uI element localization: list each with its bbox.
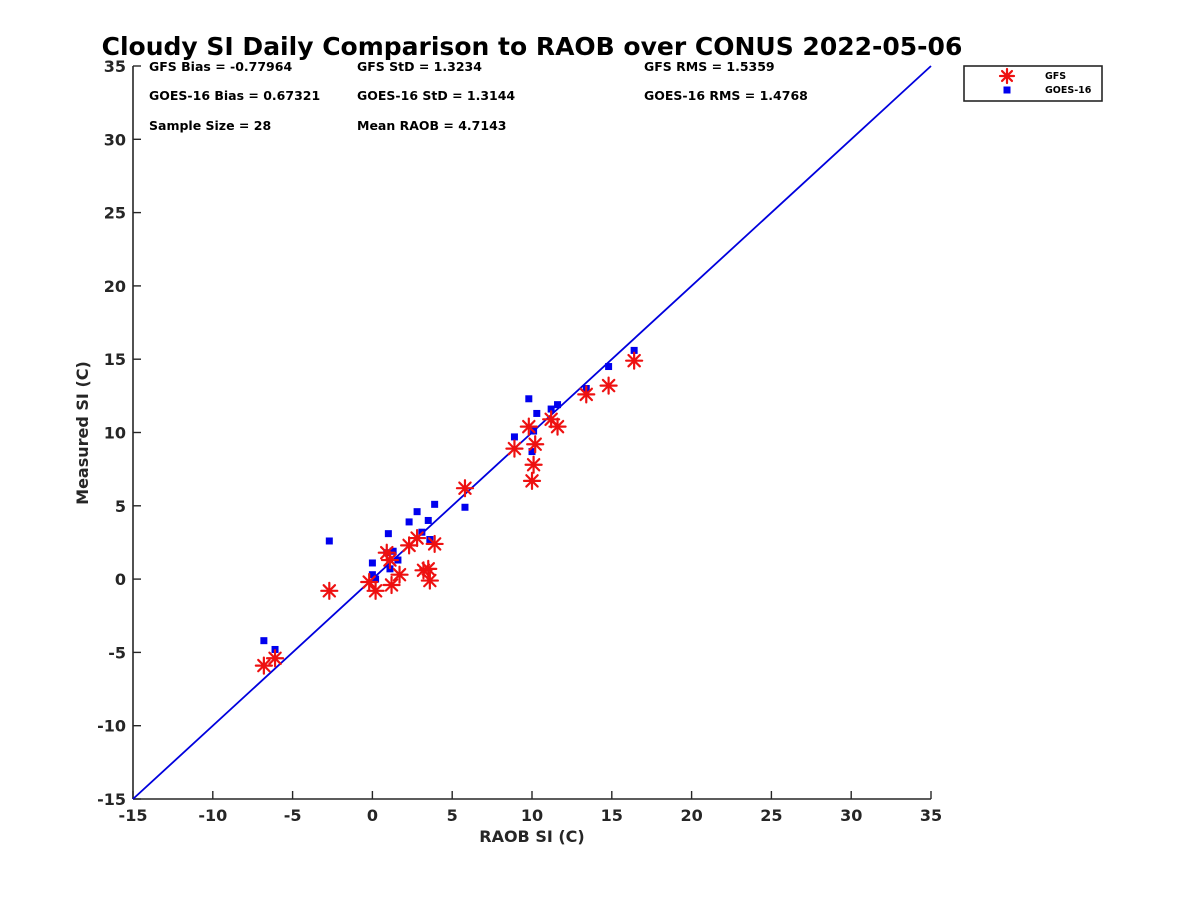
- stat-goes-rms: GOES-16 RMS = 1.4768: [644, 88, 808, 103]
- gfs-data-point: [390, 565, 409, 584]
- statistics-annotations: GFS Bias = -0.77964 GFS StD = 1.3234 GFS…: [149, 59, 808, 133]
- goes-16-data-point: [384, 530, 392, 538]
- goes-16-data-point: [431, 500, 439, 508]
- x-tick-label: 0: [367, 806, 378, 825]
- y-tick-label: 20: [104, 277, 126, 296]
- gfs-data-point: [599, 376, 618, 395]
- goes-16-data-point: [413, 508, 421, 516]
- goes-16-data-point: [525, 395, 533, 403]
- legend-label-goes-16: GOES-16: [1045, 85, 1092, 96]
- x-tick-label: -10: [198, 806, 227, 825]
- x-axis: -15 -10 -5 0 5 10 15 20 25 30 35: [119, 791, 942, 825]
- gfs-data-point: [522, 471, 542, 490]
- legend-gfs-asterisk: [998, 67, 1016, 85]
- legend-box: [963, 65, 1103, 102]
- y-axis-label: Measured SI (C): [73, 361, 92, 505]
- gfs-data-point: [382, 575, 401, 595]
- legend-label-gfs: GFS: [1045, 71, 1066, 82]
- x-tick-label: 15: [601, 806, 623, 825]
- gfs-data-point: [400, 536, 419, 555]
- gfs-data-point: [425, 534, 444, 554]
- goes-16-data-point: [630, 346, 638, 354]
- y-tick-label: 5: [115, 497, 126, 516]
- goes-16-data-point: [528, 448, 536, 456]
- legend-goes-16-square: [1003, 86, 1011, 94]
- stat-gfs-std: GFS StD = 1.3234: [357, 59, 482, 74]
- goes-16-data-point: [260, 637, 268, 645]
- gfs-data-point: [360, 572, 379, 592]
- goes-16-data-point: [368, 559, 376, 567]
- y-axis: -15 -10 -5 0 5 10 15 20 25 30 35: [97, 57, 141, 809]
- goes-16-data-point: [461, 503, 469, 511]
- gfs-data-point: [524, 455, 543, 474]
- gfs-data-point: [380, 550, 400, 570]
- x-tick-label: -15: [119, 806, 148, 825]
- goes-16-data-point: [554, 401, 562, 409]
- y-tick-label: 10: [104, 424, 126, 443]
- x-axis-label: RAOB SI (C): [479, 827, 584, 846]
- gfs-data-point: [420, 571, 439, 590]
- goes-16-data-point: [510, 433, 518, 441]
- goes-16-data-point: [533, 409, 541, 417]
- stat-sample-size: Sample Size = 28: [149, 118, 271, 133]
- y-tick-label: 0: [115, 570, 126, 589]
- gfs-data-point: [419, 559, 438, 578]
- x-tick-label: 30: [840, 806, 862, 825]
- goes-16-data-point: [605, 363, 613, 371]
- gfs-data-point: [366, 581, 385, 600]
- stat-goes-bias: GOES-16 Bias = 0.67321: [149, 88, 320, 103]
- gfs-data-point: [265, 649, 285, 668]
- x-tick-label: 35: [920, 806, 942, 825]
- goes-16-data-point: [547, 405, 555, 413]
- goes-16-data-point: [368, 571, 376, 579]
- series-goes-16: [260, 346, 638, 653]
- gfs-data-point: [519, 417, 538, 436]
- y-tick-label: -15: [97, 790, 126, 809]
- stat-mean-raob: Mean RAOB = 4.7143: [357, 118, 506, 133]
- goes-16-data-point: [424, 516, 432, 524]
- goes-16-data-point: [405, 518, 413, 526]
- y-tick-label: -10: [97, 717, 126, 736]
- legend-goes-16-marker: [1003, 86, 1011, 94]
- goes-16-data-point: [372, 575, 380, 583]
- series-gfs: [254, 351, 644, 675]
- legend-gfs-marker: [998, 67, 1016, 85]
- gfs-data-point: [407, 528, 427, 548]
- x-tick-label: 5: [447, 806, 458, 825]
- y-tick-label: 25: [104, 204, 126, 223]
- gfs-data-point: [625, 351, 644, 370]
- x-tick-label: 25: [760, 806, 782, 825]
- gfs-data-point: [577, 385, 596, 404]
- y-tick-label: -5: [108, 643, 126, 662]
- gfs-data-point: [254, 656, 273, 675]
- chart-title: Cloudy SI Daily Comparison to RAOB over …: [102, 32, 963, 61]
- gfs-data-point: [320, 581, 339, 600]
- x-tick-label: 20: [680, 806, 702, 825]
- goes-16-data-point: [325, 537, 333, 545]
- gfs-data-point: [548, 417, 567, 436]
- gfs-data-point: [455, 479, 475, 498]
- stat-gfs-bias: GFS Bias = -0.77964: [149, 59, 292, 74]
- gfs-data-point: [526, 435, 545, 454]
- legend: GFS GOES-16: [963, 65, 1103, 102]
- gfs-data-point: [505, 439, 524, 458]
- stat-goes-std: GOES-16 StD = 1.3144: [357, 88, 515, 103]
- y-tick-label: 35: [104, 57, 126, 76]
- y-tick-label: 15: [104, 350, 126, 369]
- goes-16-data-point: [389, 547, 397, 555]
- stat-gfs-rms: GFS RMS = 1.5359: [644, 59, 775, 74]
- y-tick-label: 30: [104, 130, 126, 149]
- x-tick-label: -5: [284, 806, 302, 825]
- x-tick-label: 10: [521, 806, 543, 825]
